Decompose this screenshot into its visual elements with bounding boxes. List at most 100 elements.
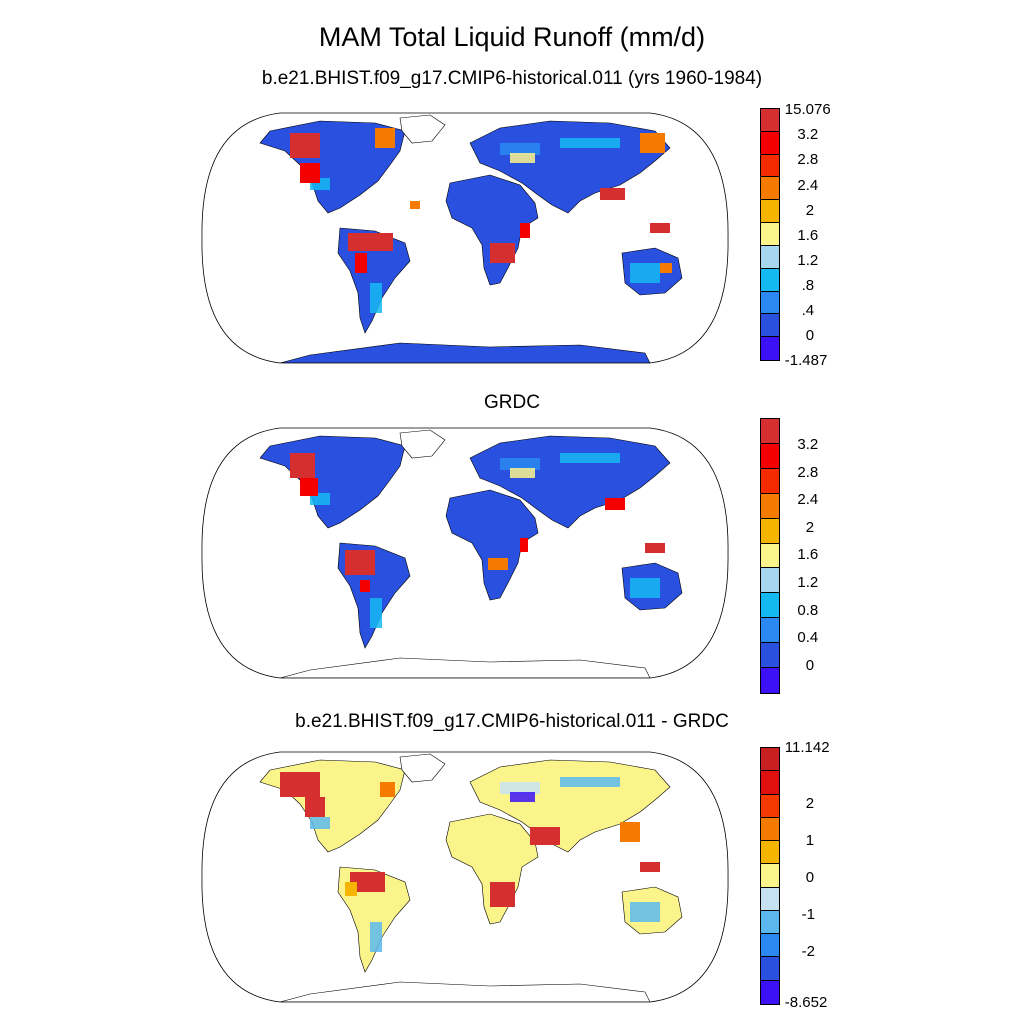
colorbar-box	[761, 109, 779, 132]
colorbar-box	[761, 934, 779, 958]
land-greenland	[399, 114, 446, 144]
colorbar-box	[761, 543, 779, 569]
runoff-hotspot	[620, 822, 640, 842]
colorbar-tick-label: 1.6	[797, 546, 819, 563]
colorbar-tick-label: 0	[805, 657, 815, 674]
runoff-hotspot	[645, 543, 665, 553]
runoff-hotspot	[290, 133, 320, 158]
runoff-patch	[510, 153, 535, 163]
land-africa	[445, 489, 539, 601]
colorbar-tick-label: 2.4	[797, 491, 819, 508]
runoff-hotspot	[380, 782, 395, 797]
colorbar-box	[761, 794, 779, 818]
colorbar-box	[761, 419, 779, 444]
colorbar-box	[761, 268, 779, 292]
land-africa	[445, 174, 539, 286]
colorbar-box	[761, 291, 779, 315]
colorbar-box	[761, 864, 779, 888]
colorbar-box	[761, 841, 779, 865]
colorbar-tick-label: 0	[805, 327, 815, 344]
panel-2-subtitle: GRDC	[484, 392, 540, 413]
colorbar-box	[761, 131, 779, 155]
colorbar-box	[761, 643, 779, 669]
colorbar-box	[761, 817, 779, 842]
colorbar-tick-label: 3.2	[797, 436, 819, 453]
runoff-hotspot	[300, 478, 318, 496]
runoff-patch	[310, 817, 330, 829]
runoff-patch	[560, 453, 620, 463]
colorbar-box	[761, 177, 779, 201]
colorbar-tick-label: 2.8	[797, 464, 819, 481]
runoff-hotspot	[305, 797, 325, 817]
panel-3-colorbar	[760, 747, 780, 1005]
colorbar-box	[761, 618, 779, 644]
runoff-hotspot	[348, 233, 393, 251]
colorbar-box	[761, 518, 779, 544]
colorbar-box	[761, 223, 779, 246]
colorbar-tick-label: 1.6	[797, 227, 819, 244]
runoff-patch	[370, 922, 382, 952]
land-namerica	[259, 435, 406, 529]
panel-3-subtitle: b.e21.BHIST.f09_g17.CMIP6-historical.011…	[295, 711, 729, 732]
runoff-hotspot	[355, 253, 367, 273]
map-outline	[201, 112, 729, 364]
panel-2-map	[201, 427, 729, 679]
colorbar-tick-label: .4	[801, 302, 815, 319]
runoff-hotspot	[300, 163, 320, 183]
runoff-patch	[510, 792, 535, 802]
colorbar-tick-label: 2.4	[797, 177, 819, 194]
colorbar-tick-label: 2.8	[797, 151, 819, 168]
colorbar-tick-label: 15.076	[784, 101, 831, 118]
runoff-hotspot	[520, 538, 528, 552]
runoff-patch	[500, 143, 540, 155]
panel-1-colorbar	[760, 108, 780, 361]
runoff-hotspot	[360, 580, 370, 592]
runoff-patch	[370, 283, 382, 313]
runoff-hotspot	[640, 133, 665, 153]
runoff-hotspot	[490, 882, 515, 907]
runoff-hotspot	[345, 550, 375, 575]
runoff-patch	[560, 777, 620, 787]
land-greenland	[399, 429, 446, 459]
runoff-patch	[510, 468, 535, 478]
land-greenland	[399, 753, 446, 783]
colorbar-box	[761, 337, 779, 360]
colorbar-tick-label: 1	[805, 832, 815, 849]
panel-1-map	[201, 112, 729, 364]
runoff-patch	[500, 458, 540, 470]
runoff-hotspot	[280, 772, 320, 797]
runoff-hotspot	[530, 827, 560, 845]
runoff-patch	[500, 782, 540, 794]
colorbar-tick-label: -8.652	[784, 994, 828, 1011]
runoff-hotspot	[375, 128, 395, 148]
colorbar-box	[761, 668, 779, 693]
colorbar-tick-label: -1	[801, 906, 815, 923]
colorbar-box	[761, 980, 779, 1004]
land-antarctica	[279, 342, 651, 363]
runoff-hotspot	[660, 263, 672, 273]
runoff-patch	[630, 578, 660, 598]
colorbar-box	[761, 468, 779, 494]
colorbar-tick-label: 3.2	[797, 126, 819, 143]
colorbar-box	[761, 887, 779, 911]
colorbar-tick-label: 2	[805, 202, 815, 219]
coastline-antarctica	[279, 657, 651, 678]
colorbar-box	[761, 593, 779, 619]
runoff-hotspot	[488, 558, 508, 570]
colorbar-box	[761, 200, 779, 224]
colorbar-box	[761, 443, 779, 469]
colorbar-tick-label: 1.2	[797, 252, 819, 269]
colorbar-box	[761, 154, 779, 178]
panel-3-map	[201, 751, 729, 1003]
colorbar-tick-label: .8	[801, 277, 815, 294]
colorbar-box	[761, 314, 779, 338]
colorbar-tick-label: 1.2	[797, 574, 819, 591]
colorbar-box	[761, 568, 779, 594]
colorbar-box	[761, 748, 779, 772]
colorbar-box	[761, 957, 779, 981]
panel-1-subtitle: b.e21.BHIST.f09_g17.CMIP6-historical.011…	[261, 68, 763, 89]
colorbar-tick-label: -2	[801, 943, 815, 960]
runoff-hotspot	[520, 223, 530, 238]
colorbar-box	[761, 245, 779, 269]
runoff-hotspot	[605, 498, 625, 510]
